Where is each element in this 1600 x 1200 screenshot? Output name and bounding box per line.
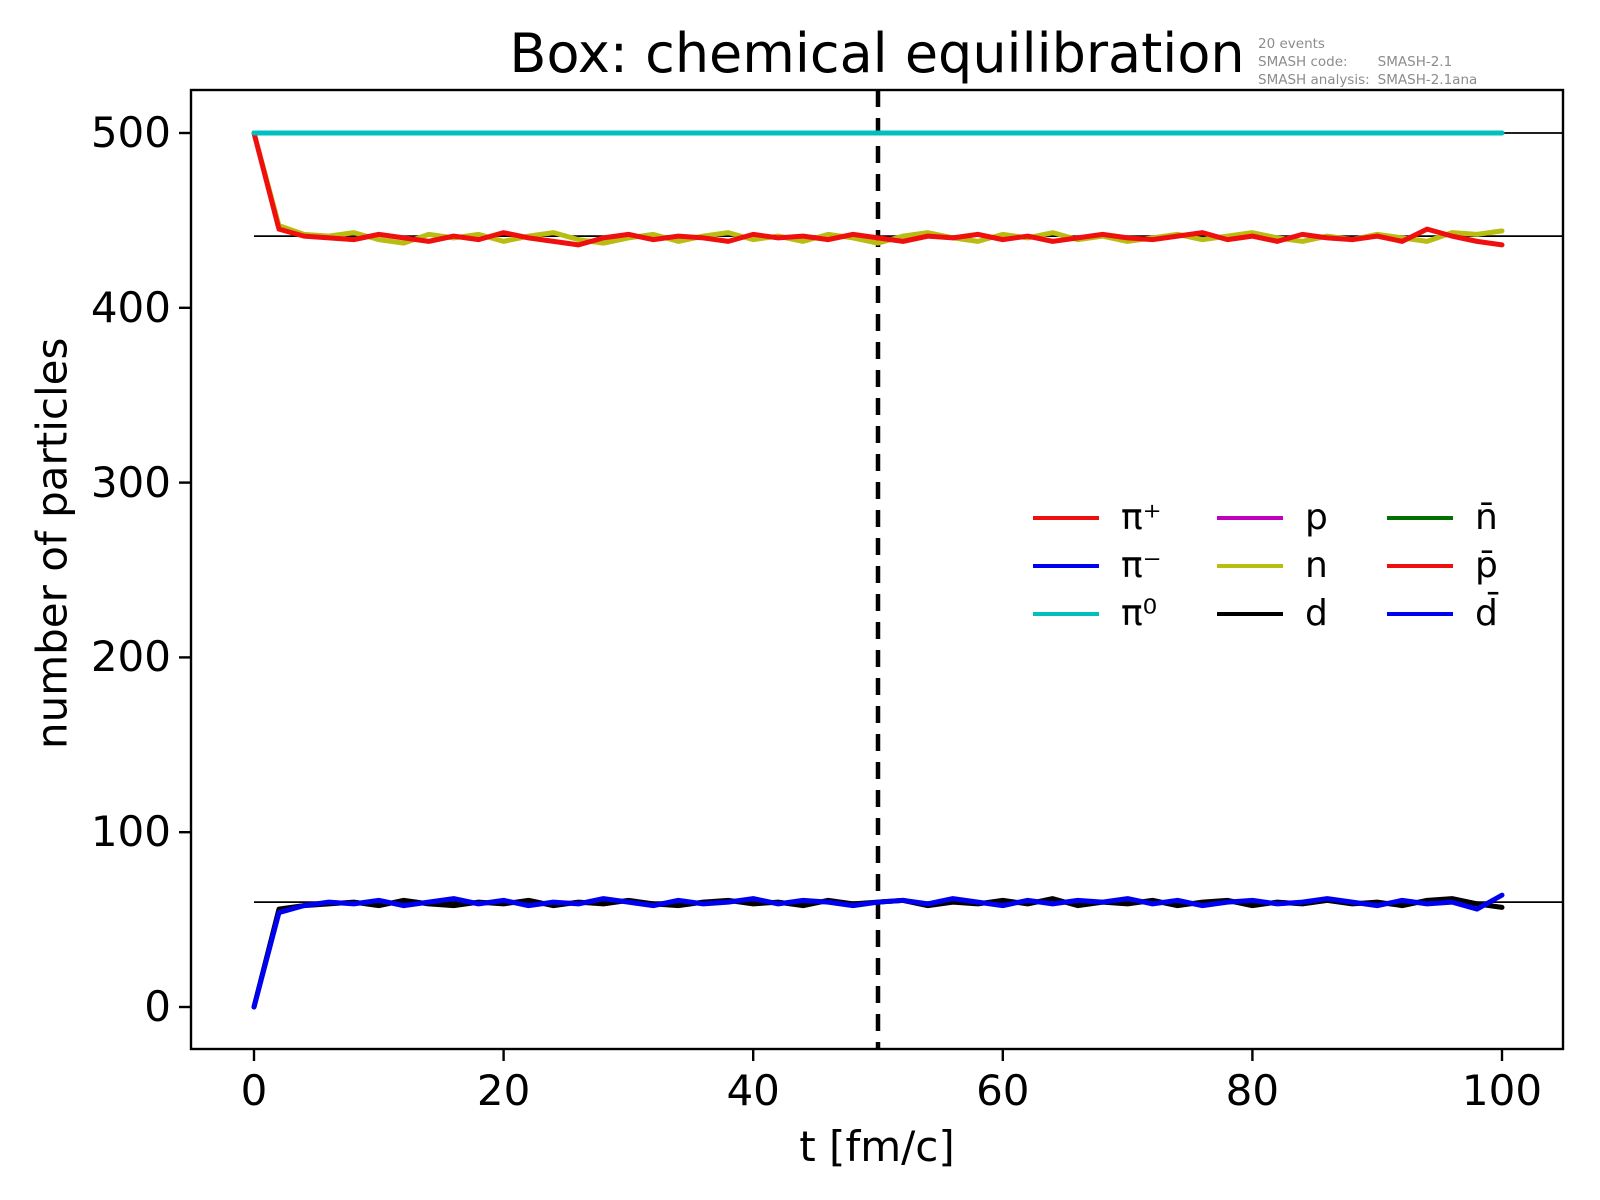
axes-frame <box>189 88 1565 1051</box>
watermark-code-value: SMASH-2.1 <box>1377 53 1453 70</box>
y-tick-label-300: 300 <box>90 457 171 507</box>
x-tick-label-80: 80 <box>1225 1066 1280 1115</box>
x-tick-label-100: 100 <box>1461 1066 1543 1115</box>
legend-line-swatch <box>1217 564 1283 568</box>
legend-label: p̄ <box>1475 545 1498 586</box>
y-tick-label-200: 200 <box>90 632 171 682</box>
legend-item: n̄ <box>1387 494 1537 542</box>
legend-item: d̄ <box>1387 590 1537 638</box>
x-axis-label: t [fm/c] <box>799 1122 955 1171</box>
legend-item: π⁺ <box>1033 494 1217 542</box>
legend-label: n <box>1305 545 1328 586</box>
y-tick-label-500: 500 <box>90 108 171 157</box>
legend-line-swatch <box>1033 516 1099 520</box>
series-pi-plus-line <box>251 130 1505 248</box>
legend-label: p <box>1305 497 1328 538</box>
legend: π⁺ π⁻ π⁰ p n d n̄ p̄ d̄ <box>1033 494 1537 638</box>
y-tick-label-0: 0 <box>144 982 171 1031</box>
legend-label: π⁻ <box>1121 545 1162 586</box>
smash-watermark: 20 events SMASH code: SMASH-2.1 SMASH an… <box>1258 36 1477 89</box>
legend-item: π⁰ <box>1033 590 1217 638</box>
legend-label: π⁰ <box>1121 593 1158 634</box>
legend-label: d̄ <box>1475 593 1498 634</box>
legend-item: π⁻ <box>1033 542 1217 590</box>
y-axis-label: number of particles <box>27 337 77 749</box>
x-tick-label-20: 20 <box>476 1066 531 1115</box>
legend-item: p̄ <box>1387 542 1537 590</box>
legend-label: d <box>1305 593 1328 634</box>
legend-line-swatch <box>1217 612 1283 616</box>
legend-line-swatch <box>1033 564 1099 568</box>
watermark-analysis-label: SMASH analysis: <box>1258 71 1370 88</box>
y-tick-label-100: 100 <box>90 807 171 857</box>
legend-item: n <box>1217 542 1387 590</box>
watermark-analysis-value: SMASH-2.1ana <box>1377 71 1478 88</box>
chart-title: Box: chemical equilibration <box>509 22 1245 85</box>
legend-item: d <box>1217 590 1387 638</box>
legend-line-swatch <box>1387 564 1453 568</box>
legend-label: n̄ <box>1475 497 1498 538</box>
legend-column-3: n̄ p̄ d̄ <box>1387 494 1537 638</box>
x-tick-label-0: 0 <box>240 1066 268 1115</box>
x-tick-label-60: 60 <box>976 1066 1030 1115</box>
legend-line-swatch <box>1387 612 1453 616</box>
watermark-events: 20 events <box>1258 36 1325 52</box>
legend-line-swatch <box>1033 612 1099 616</box>
y-tick-label-400: 400 <box>90 282 171 332</box>
legend-label: π⁺ <box>1121 497 1162 538</box>
watermark-code-label: SMASH code: <box>1258 53 1348 70</box>
legend-line-swatch <box>1217 516 1283 520</box>
legend-item: p <box>1217 494 1387 542</box>
legend-line-swatch <box>1387 516 1453 520</box>
x-tick-label-40: 40 <box>726 1066 780 1115</box>
legend-column-1: π⁺ π⁻ π⁰ <box>1033 494 1217 638</box>
series-pi-minus-line <box>251 892 1505 1010</box>
